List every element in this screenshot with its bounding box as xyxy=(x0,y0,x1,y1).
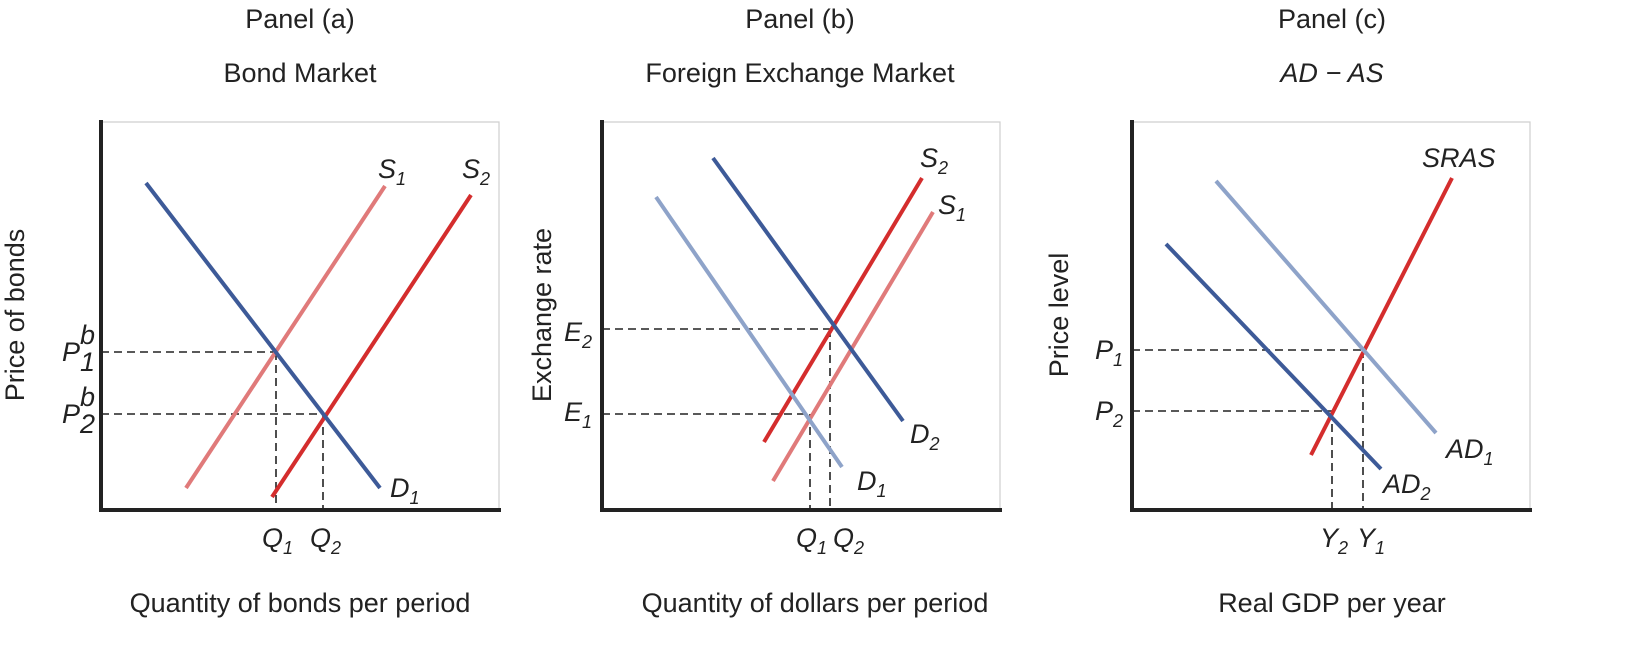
panel-a-curve-d1 xyxy=(144,181,382,490)
svg-text:b: b xyxy=(80,382,95,412)
svg-text:2: 2 xyxy=(79,409,95,439)
panel-a-curve-s1 xyxy=(184,184,387,490)
panel-a-label-s1: S1 xyxy=(378,154,406,189)
panel-c-xlabel: Real GDP per year xyxy=(1218,588,1446,618)
panel-a-title: Bond Market xyxy=(223,58,377,88)
panel-c-ytick-p2: P2 xyxy=(1095,396,1123,431)
panel-b-plot-area xyxy=(602,122,1000,510)
panel-b: Panel (b) Foreign Exchange Market S2 S1 … xyxy=(527,4,1002,618)
panel-c: Panel (c) AD − AS SRAS AD1 AD2 P1 P2 Y2 … xyxy=(1044,4,1532,618)
svg-text:b: b xyxy=(80,320,95,350)
panel-c-label-ad2: AD2 xyxy=(1381,469,1431,504)
panel-a-heading: Panel (a) xyxy=(245,4,355,34)
panel-b-curve-d2 xyxy=(711,156,905,423)
panel-a-frame-border xyxy=(101,121,500,510)
panel-c-xtick-y2: Y2 xyxy=(1320,523,1348,558)
panel-a-ylabel: Price of bonds xyxy=(0,229,30,402)
panel-a: Panel (a) Bond Market S1 S2 D1 P b 1 P b… xyxy=(0,4,501,618)
panel-c-label-ad1: AD1 xyxy=(1444,434,1494,469)
panel-a-ytick-p2: P b 2 xyxy=(62,382,95,439)
panel-a-xtick-q2: Q2 xyxy=(310,523,341,558)
panel-b-curve-s1 xyxy=(771,210,935,483)
svg-text:P: P xyxy=(62,399,80,429)
panel-a-axes xyxy=(99,120,501,512)
panel-b-xtick-q2: Q2 xyxy=(833,523,864,558)
panel-b-curve-d1 xyxy=(654,195,844,469)
panel-b-ytick-e1: E1 xyxy=(564,397,592,432)
panel-c-frame-border xyxy=(1132,121,1531,510)
svg-text:P: P xyxy=(62,337,80,367)
panel-b-title: Foreign Exchange Market xyxy=(645,58,955,88)
panel-b-heading: Panel (b) xyxy=(745,4,855,34)
panel-c-axes xyxy=(1130,120,1532,512)
panel-c-ytick-p1: P1 xyxy=(1095,335,1123,370)
panel-c-curve-ad1 xyxy=(1214,179,1438,435)
panel-a-ytick-p1: P b 1 xyxy=(62,320,95,377)
panel-b-label-d2: D2 xyxy=(910,419,940,454)
panel-b-xtick-q1: Q1 xyxy=(796,523,827,558)
panel-b-label-s1: S1 xyxy=(938,190,966,225)
panel-a-label-d1: D1 xyxy=(390,473,420,508)
panel-b-ylabel: Exchange rate xyxy=(527,228,557,402)
panel-b-frame-border xyxy=(602,121,1001,510)
panel-c-curve-sras xyxy=(1309,177,1454,456)
panel-c-heading: Panel (c) xyxy=(1278,4,1386,34)
panel-c-curve-ad2 xyxy=(1164,242,1383,471)
panel-c-label-sras: SRAS xyxy=(1422,143,1496,173)
panel-b-ytick-e2: E2 xyxy=(564,317,592,352)
panel-c-xtick-y1: Y1 xyxy=(1357,523,1385,558)
panel-a-xlabel: Quantity of bonds per period xyxy=(130,588,471,618)
panel-b-axes xyxy=(600,120,1002,512)
panel-c-title: AD − AS xyxy=(1278,58,1383,88)
panel-c-ylabel: Price level xyxy=(1044,253,1074,378)
panel-a-xtick-q1: Q1 xyxy=(262,523,293,558)
svg-text:1: 1 xyxy=(80,347,95,377)
panel-b-label-d1: D1 xyxy=(857,466,887,501)
panel-a-curve-s2 xyxy=(270,193,473,499)
panel-b-label-s2: S2 xyxy=(920,143,948,178)
panel-b-curve-s2 xyxy=(762,176,924,444)
panel-a-label-s2: S2 xyxy=(462,154,490,189)
panel-b-xlabel: Quantity of dollars per period xyxy=(642,588,989,618)
panel-c-plot-area xyxy=(1132,122,1530,510)
